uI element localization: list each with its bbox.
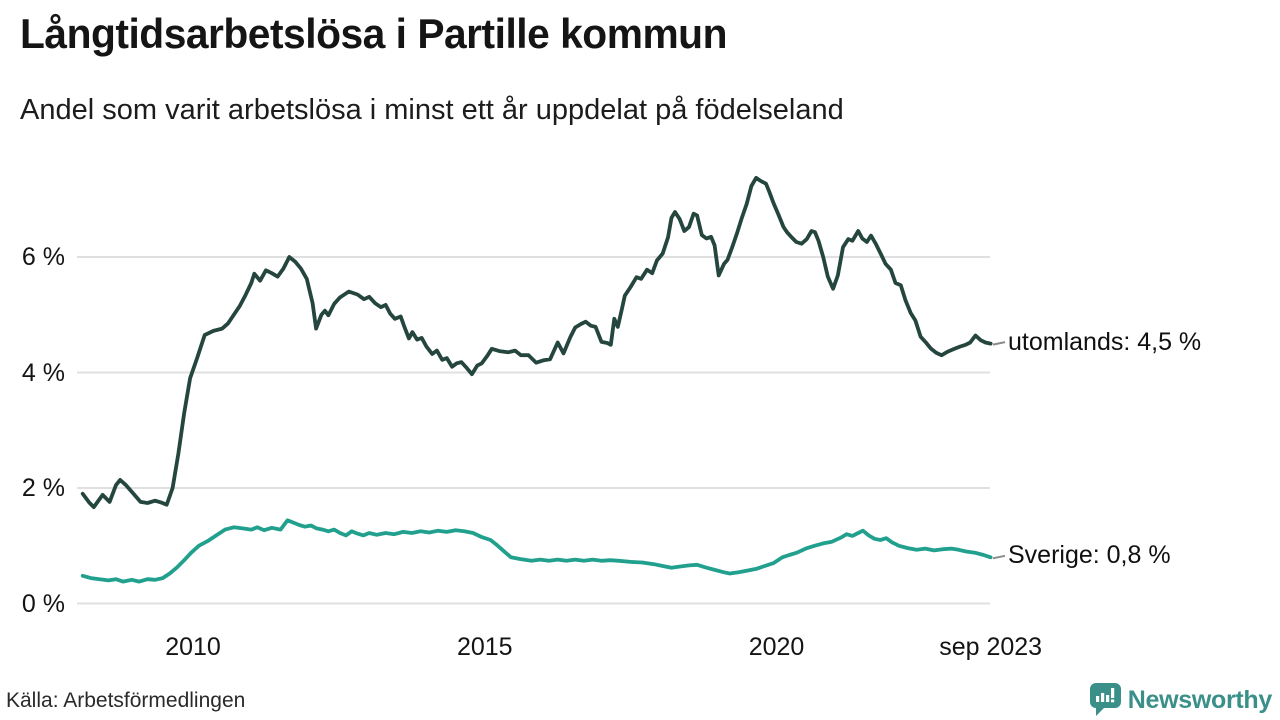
- x-tick-label: 2010: [165, 633, 221, 661]
- x-tick-label: sep 2023: [939, 633, 1043, 661]
- label-connectors: [992, 341, 1006, 560]
- y-tick-label: 4 %: [21, 358, 65, 387]
- page-subtitle: Andel som varit arbetslösa i minst ett å…: [20, 94, 844, 126]
- x-tick-label: 2020: [748, 633, 805, 661]
- newsworthy-icon: [1089, 683, 1121, 716]
- source-note: Källa: Arbetsförmedlingen: [6, 689, 246, 712]
- x-tick-label: 2015: [456, 633, 513, 661]
- y-tick-label: 6 %: [21, 243, 65, 271]
- label-connector-sverige: [992, 554, 1006, 560]
- brand-logo: Newsworthy: [1089, 683, 1273, 717]
- gridlines: [77, 256, 990, 605]
- series-line-sverige: [80, 518, 993, 584]
- label-connector-utomlands: [992, 341, 1006, 346]
- series-label-utomlands: utomlands: 4,5 %: [1008, 327, 1202, 356]
- y-tick-label: 0 %: [21, 589, 65, 618]
- y-tick-label: 2 %: [21, 474, 65, 502]
- series-line-utomlands: [80, 175, 993, 510]
- brand-name: Newsworthy: [1127, 685, 1273, 714]
- series-label-sverige: Sverige: 0,8 %: [1008, 541, 1171, 570]
- page-title: Långtidsarbetslösa i Partille kommun: [20, 10, 727, 57]
- series-lines: [80, 175, 993, 584]
